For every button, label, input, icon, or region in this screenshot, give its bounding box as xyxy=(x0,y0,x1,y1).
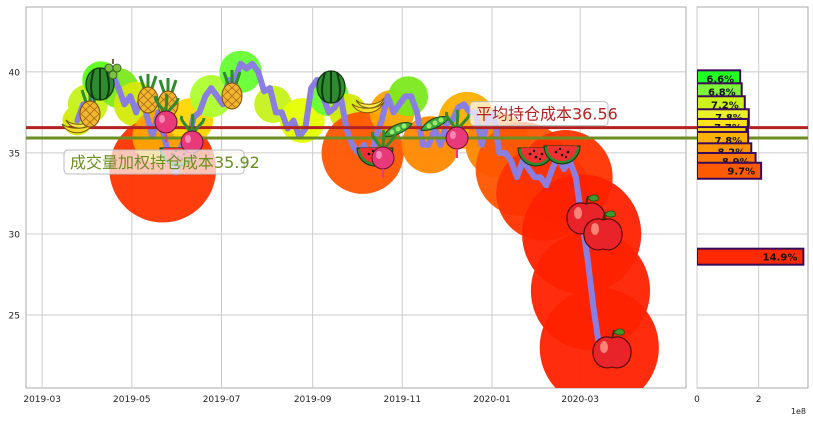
y-tick-label: 35 xyxy=(9,149,20,159)
distribution-bar-label: 7.8% xyxy=(714,136,742,147)
side-plot-area xyxy=(696,6,809,389)
x-tick-label: 2019-11 xyxy=(383,395,421,405)
side-x-tick-label: 2 xyxy=(756,395,762,405)
x-tick-label: 2020-03 xyxy=(561,395,599,405)
y-tick-label: 40 xyxy=(9,68,21,78)
distribution-bar-label: 14.9% xyxy=(763,253,798,264)
side-x-tick-label: 0 xyxy=(694,395,700,405)
pineapple-icon xyxy=(220,68,244,111)
cost-line-label: 成交量加权持仓成本35.92 xyxy=(70,153,260,172)
cost-line-labels: 平均持仓成本36.56 成交量加权持仓成本35.92 xyxy=(63,101,618,175)
x-tick-label: 2020-01 xyxy=(473,395,511,405)
cluster-bubble xyxy=(279,98,325,143)
side-offset-text: 1e8 xyxy=(791,407,806,416)
distribution-bar-label: 6.8% xyxy=(708,87,736,98)
cost-line-label: 平均持仓成本36.56 xyxy=(476,105,618,124)
distribution-bar xyxy=(697,161,763,180)
distribution-bar-label: 6.6% xyxy=(706,74,734,85)
distribution-bars: 6.6%6.8%7.2%7.8%7.7%7.5%6.7%7.8%8.2%8.9%… xyxy=(697,69,805,266)
distribution-bar-label: 7.2% xyxy=(711,100,739,111)
main-axis-ticks: 2019-03 2019-05 2019-07 2019-09 2019-11 2020-… xyxy=(9,68,599,405)
watermelon-icon xyxy=(316,70,346,104)
distribution-bar-label: 9.7% xyxy=(727,167,755,178)
x-tick-label: 2019-07 xyxy=(203,395,241,405)
y-tick-label: 30 xyxy=(9,230,21,240)
cost-line-label-box xyxy=(63,149,245,175)
cost-line-label-box xyxy=(469,101,609,127)
y-tick-label: 25 xyxy=(9,312,20,322)
x-tick-label: 2019-05 xyxy=(113,395,151,405)
x-tick-label: 2019-09 xyxy=(294,395,332,405)
side-axis-ticks: 0 2 1e8 xyxy=(694,395,806,416)
pineapple-icon xyxy=(136,72,160,115)
distribution-bar xyxy=(697,247,805,266)
x-tick-label: 2019-03 xyxy=(23,395,61,405)
